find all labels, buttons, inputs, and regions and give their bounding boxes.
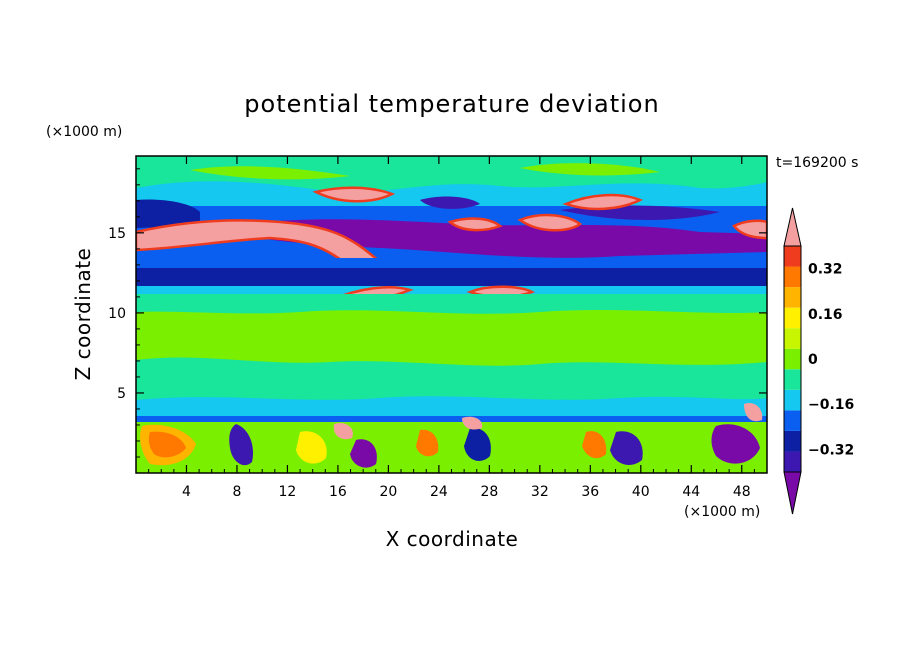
- colorbar-tick-label: 0.32: [808, 262, 843, 278]
- colorbar-segment: [784, 328, 801, 349]
- region-bl-navy-1: [464, 427, 491, 461]
- region-pink-5: [732, 219, 767, 240]
- band-dark-1: [136, 258, 767, 268]
- colorbar-segment: [784, 430, 801, 452]
- chart-title: potential temperature deviation: [244, 90, 659, 118]
- x-axis-unit: (×1000 m): [684, 504, 760, 520]
- x-tick-label: 24: [430, 484, 448, 500]
- region-pink-6: [447, 217, 503, 232]
- x-tick-label: 40: [632, 484, 650, 500]
- y-tick-label: 10: [108, 306, 126, 322]
- band-boundary-line: [136, 416, 767, 422]
- y-tick-label: 5: [117, 386, 126, 402]
- region-pink-4: [517, 213, 583, 232]
- region-bl-yellow-1: [296, 431, 327, 464]
- x-tick-label: 20: [379, 484, 397, 500]
- y-axis-unit: (×1000 m): [46, 124, 122, 140]
- plot-area: [136, 156, 767, 473]
- region-bl-purple-1: [229, 424, 254, 466]
- region-upper-navy: [136, 199, 200, 228]
- time-label: t=169200 s: [776, 155, 858, 171]
- colorbar-tick-label: 0: [808, 352, 818, 368]
- colorbar-segment: [784, 266, 801, 288]
- colorbar-segment: [784, 307, 801, 329]
- region-upper-navy-3: [420, 196, 480, 209]
- region-bl-purple-3: [610, 431, 643, 465]
- colorbar-extend-max: [783, 207, 802, 247]
- band-dark-3: [136, 286, 767, 294]
- colorbar-tick-label: −0.16: [808, 397, 854, 413]
- x-tick-label: 16: [329, 484, 347, 500]
- x-tick-label: 8: [232, 484, 241, 500]
- band-dark-2: [136, 268, 767, 286]
- colorbar-tick-label: −0.32: [808, 442, 854, 458]
- region-bl-purple-4: [711, 424, 760, 464]
- region-pink-3: [562, 193, 644, 211]
- region-middle-cyan: [136, 396, 767, 420]
- colorbar-frame: [783, 245, 802, 473]
- region-bl-red-2: [416, 429, 439, 457]
- x-axis-label: X coordinate: [386, 527, 519, 551]
- region-bl-pink-2: [462, 416, 483, 430]
- y-tick-label: 15: [108, 226, 126, 242]
- colorbar-extend-min: [783, 471, 802, 515]
- region-top-green-2: [520, 163, 660, 176]
- colorbar-segment: [784, 369, 801, 390]
- region-bl-red-1-core: [148, 431, 186, 458]
- colorbar-segment: [784, 287, 801, 308]
- colorbar-segment: [784, 246, 801, 267]
- colorbar-tick-label: 0.16: [808, 307, 843, 323]
- x-tick-label: 28: [480, 484, 498, 500]
- colorbar-segment: [784, 389, 801, 411]
- colorbar-segment: [784, 451, 801, 472]
- y-axis-label: Z coordinate: [71, 248, 95, 381]
- colorbar: −0.32 −0.16 0 0.16 0.32: [783, 207, 854, 515]
- region-bl-purple-2: [350, 439, 377, 468]
- colorbar-segment: [784, 348, 801, 370]
- x-tick-label: 36: [581, 484, 599, 500]
- region-upper-purple: [220, 219, 767, 258]
- colorbar-segment: [784, 410, 801, 431]
- x-tick-label: 48: [733, 484, 751, 500]
- x-tick-label: 32: [531, 484, 549, 500]
- region-bl-red-3: [582, 431, 607, 459]
- x-tick-label: 4: [182, 484, 191, 500]
- region-bl-pink-1: [333, 422, 353, 440]
- region-pink-2: [312, 186, 396, 203]
- x-tick-label: 44: [682, 484, 700, 500]
- region-middle-teal: [136, 294, 767, 314]
- region-top-green: [190, 166, 350, 180]
- x-tick-label: 12: [279, 484, 297, 500]
- region-bl-pink-3: [744, 402, 763, 422]
